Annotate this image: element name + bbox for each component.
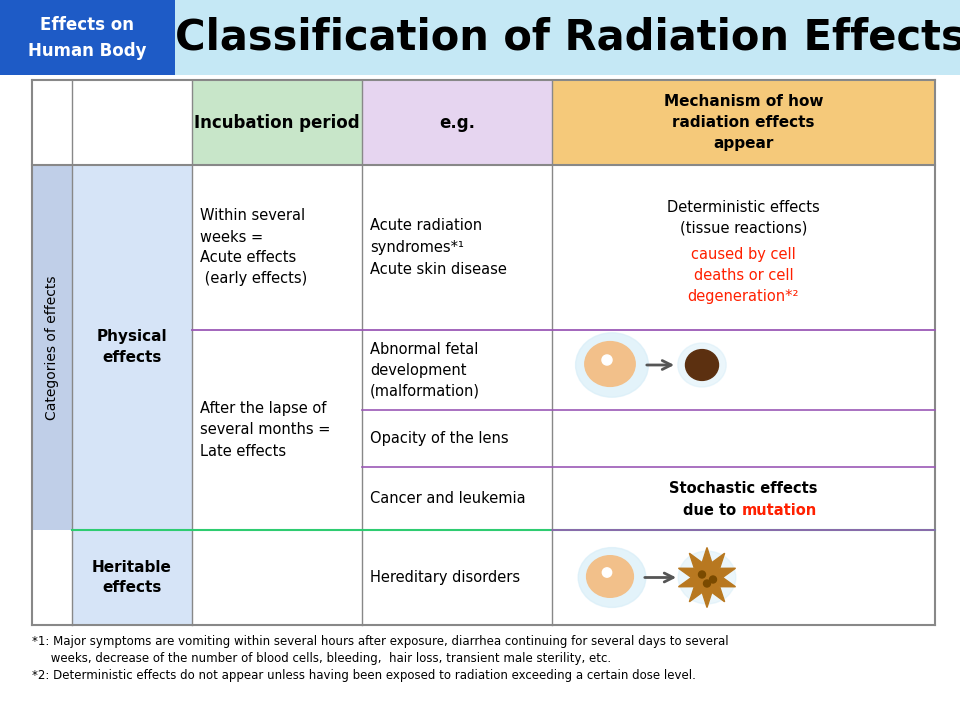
Bar <box>362 80 552 165</box>
Text: Hereditary disorders: Hereditary disorders <box>370 570 520 585</box>
Text: Heritable
effects: Heritable effects <box>92 559 172 595</box>
Circle shape <box>709 576 716 583</box>
Circle shape <box>699 571 706 578</box>
Text: Mechanism of how
radiation effects
appear: Mechanism of how radiation effects appea… <box>663 94 824 151</box>
Circle shape <box>602 568 612 577</box>
Polygon shape <box>679 547 735 608</box>
Bar <box>552 80 935 165</box>
Bar <box>192 80 362 165</box>
Text: Categories of effects: Categories of effects <box>45 275 59 420</box>
Bar <box>552 80 935 165</box>
Circle shape <box>704 580 710 587</box>
Bar <box>32 165 935 625</box>
Text: e.g.: e.g. <box>439 114 475 132</box>
Bar <box>32 80 192 165</box>
Text: *1: Major symptoms are vomiting within several hours after exposure, diarrhea co: *1: Major symptoms are vomiting within s… <box>32 635 729 648</box>
Text: caused by cell
deaths or cell
degeneration*²: caused by cell deaths or cell degenerati… <box>687 247 800 304</box>
Bar <box>192 80 362 165</box>
Ellipse shape <box>578 548 646 608</box>
Text: weeks, decrease of the number of blood cells, bleeding,  hair loss, transient ma: weeks, decrease of the number of blood c… <box>32 652 612 665</box>
Ellipse shape <box>587 556 634 598</box>
Bar <box>72 530 192 625</box>
Bar <box>362 80 552 165</box>
Text: Cancer and leukemia: Cancer and leukemia <box>370 491 526 506</box>
Text: Acute radiation
syndromes*¹
Acute skin disease: Acute radiation syndromes*¹ Acute skin d… <box>370 217 507 277</box>
Ellipse shape <box>685 350 718 380</box>
Ellipse shape <box>585 341 636 387</box>
Text: *2: Deterministic effects do not appear unless having been exposed to radiation : *2: Deterministic effects do not appear … <box>32 669 696 682</box>
Bar <box>0 0 960 75</box>
Bar <box>552 80 935 165</box>
Text: mutation: mutation <box>741 503 817 518</box>
Text: Physical
effects: Physical effects <box>97 330 167 366</box>
Bar <box>32 80 192 165</box>
Text: Deterministic effects
(tissue reactions): Deterministic effects (tissue reactions) <box>667 199 820 235</box>
Ellipse shape <box>678 343 726 387</box>
Ellipse shape <box>678 551 735 604</box>
Text: Stochastic effects: Stochastic effects <box>669 481 818 496</box>
Text: Opacity of the lens: Opacity of the lens <box>370 431 509 446</box>
Bar <box>32 80 935 165</box>
Bar <box>72 165 192 530</box>
Bar <box>0 0 175 75</box>
Text: After the lapse of
several months =
Late effects: After the lapse of several months = Late… <box>200 402 330 459</box>
Ellipse shape <box>576 333 648 397</box>
Text: Within several
weeks =
Acute effects
 (early effects): Within several weeks = Acute effects (ea… <box>200 209 307 287</box>
Text: due to: due to <box>684 503 741 518</box>
Text: Abnormal fetal
development
(malformation): Abnormal fetal development (malformation… <box>370 341 480 398</box>
Text: Effects on
Human Body: Effects on Human Body <box>28 17 146 60</box>
Circle shape <box>602 355 612 365</box>
Text: Incubation period: Incubation period <box>194 114 360 132</box>
Bar <box>362 80 552 165</box>
Bar <box>32 165 72 530</box>
Text: Classification of Radiation Effects: Classification of Radiation Effects <box>175 17 960 59</box>
